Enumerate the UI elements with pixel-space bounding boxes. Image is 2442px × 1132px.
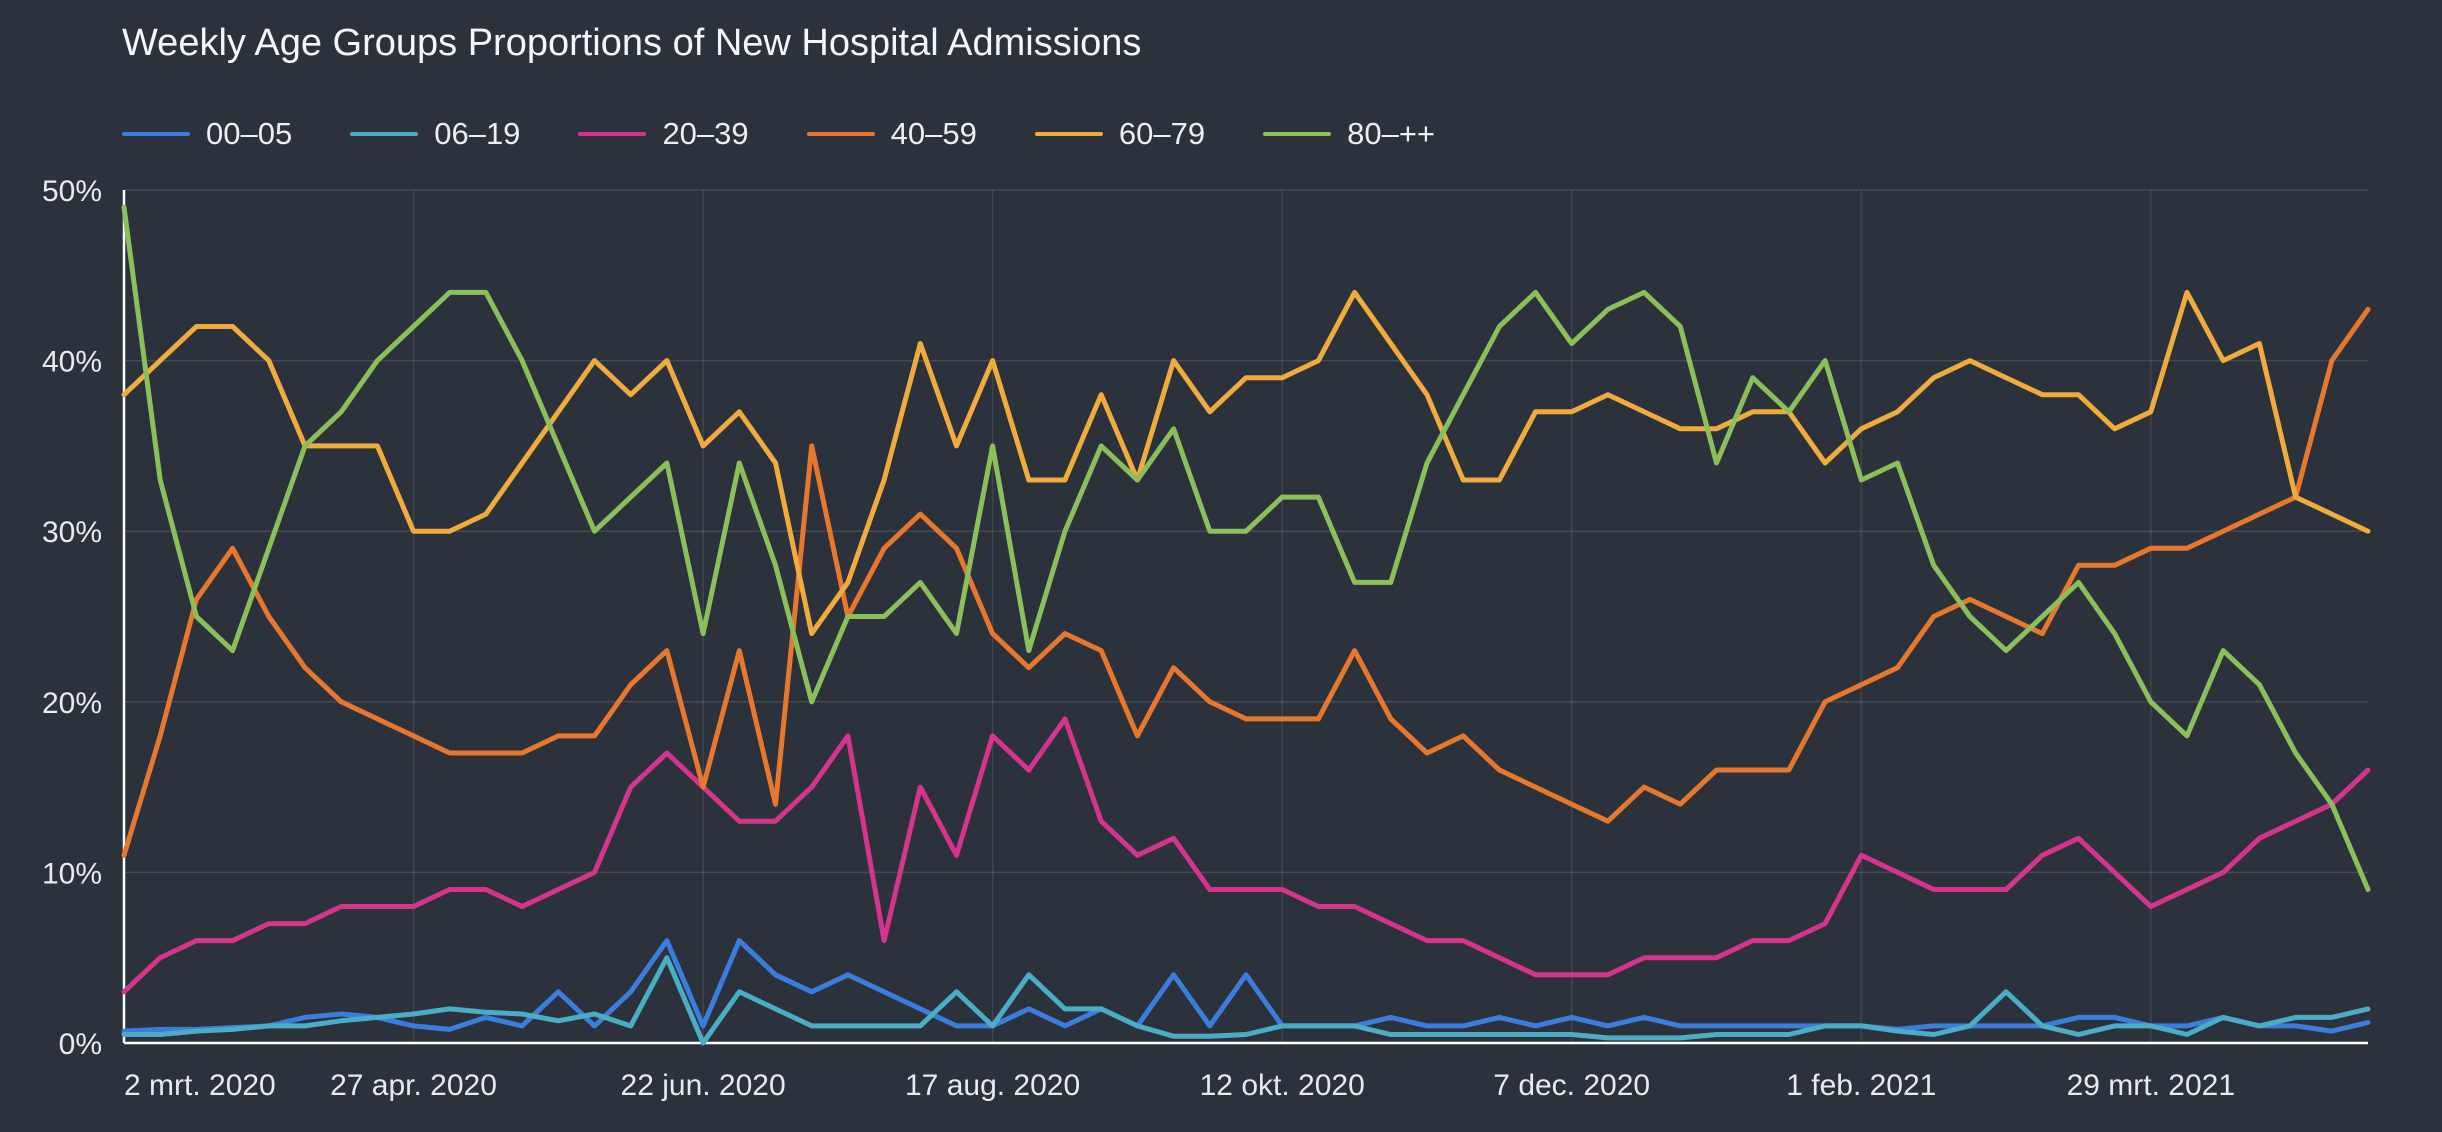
svg-text:2 mrt. 2020: 2 mrt. 2020 — [124, 1069, 276, 1102]
svg-text:30%: 30% — [42, 516, 102, 549]
svg-text:12 okt. 2020: 12 okt. 2020 — [1200, 1069, 1365, 1102]
svg-text:29 mrt. 2021: 29 mrt. 2021 — [2067, 1069, 2235, 1102]
svg-text:27 apr. 2020: 27 apr. 2020 — [330, 1069, 497, 1102]
svg-text:20%: 20% — [42, 687, 102, 720]
svg-text:0%: 0% — [59, 1028, 102, 1061]
svg-text:22 jun. 2020: 22 jun. 2020 — [621, 1069, 786, 1102]
svg-text:10%: 10% — [42, 857, 102, 890]
svg-text:50%: 50% — [42, 175, 102, 208]
svg-text:17 aug. 2020: 17 aug. 2020 — [905, 1069, 1080, 1102]
svg-text:7 dec. 2020: 7 dec. 2020 — [1493, 1069, 1650, 1102]
svg-text:1 feb. 2021: 1 feb. 2021 — [1786, 1069, 1936, 1102]
svg-text:40%: 40% — [42, 346, 102, 379]
